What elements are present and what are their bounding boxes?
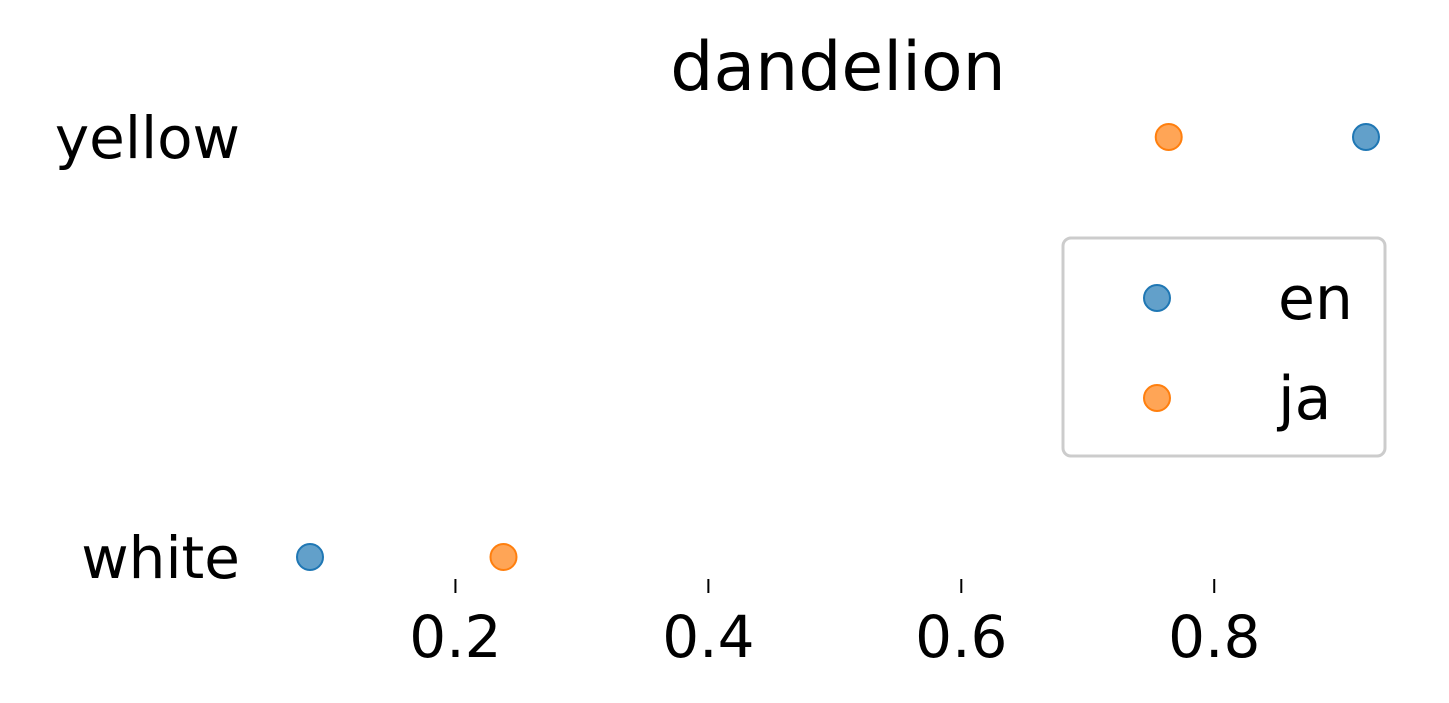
legend-label-en: en [1278, 264, 1353, 334]
legend-marker-en [1143, 284, 1171, 312]
legend-marker-ja [1143, 384, 1171, 412]
point-ja-yellow [1154, 123, 1183, 151]
x-tick-label: 0.4 [662, 603, 754, 671]
point-ja-white [489, 543, 518, 571]
data-points [296, 123, 1380, 571]
point-en-white [296, 543, 324, 571]
legend: en ja [1061, 236, 1387, 458]
x-tick-label: 0.8 [1168, 603, 1260, 671]
chart-title: dandelion [670, 28, 1005, 107]
legend-label-ja: ja [1276, 364, 1331, 434]
category-label-yellow: yellow [55, 104, 240, 172]
x-axis-ticks: 0.2 0.4 0.6 0.8 [409, 579, 1260, 671]
x-tick-label: 0.6 [915, 603, 1007, 671]
x-tick-label: 0.2 [409, 603, 501, 671]
category-label-white: white [81, 524, 240, 592]
category-labels: yellow white [55, 104, 240, 592]
point-en-yellow [1352, 123, 1380, 151]
legend-items: en ja [1143, 264, 1353, 434]
